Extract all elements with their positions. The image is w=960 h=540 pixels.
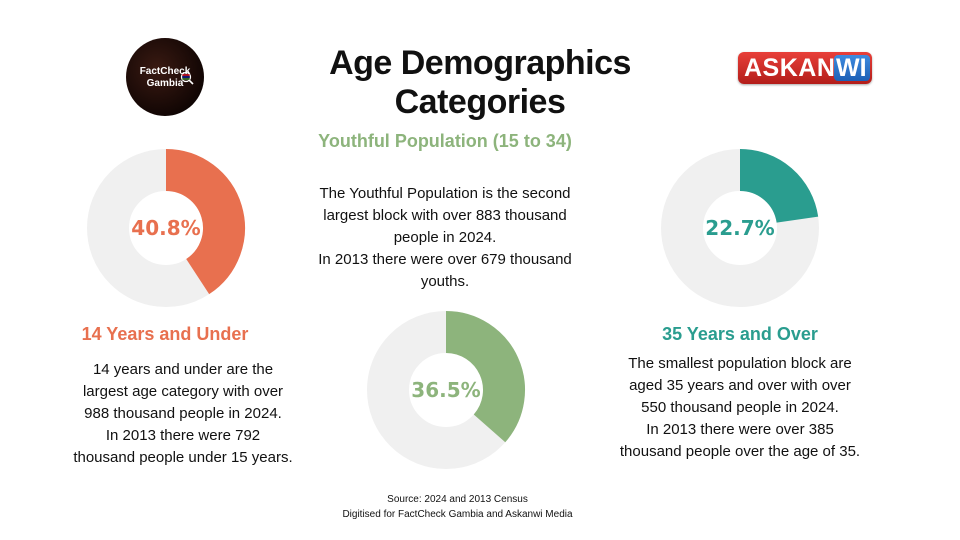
desc-line: 988 thousand people in 2024. [84,405,282,422]
donut-value-label: 22.7% [705,216,774,240]
desc-line: The Youthful Population is the second [319,185,571,202]
logo-wi-box [834,55,870,81]
page-title: Age Demographics Categories [329,44,631,121]
donut-chart-over35: 22.7% [661,149,819,307]
logo-text-line1: FactCheck [139,66,191,77]
youth-heading: Youthful Population (15 to 34) [318,131,572,151]
donut-chart-youth: 36.5% [367,311,525,469]
factcheck-gambia-logo: FactCheck Gambia [126,38,204,116]
desc-line: In 2013 there were 792 [105,427,261,444]
desc-line: largest age category with over [82,383,284,400]
under14-description: 14 years and under are the largest age c… [48,359,318,469]
donut-value-label: 40.8% [131,216,200,240]
magnifier-icon [180,71,194,85]
donut-chart-under14: 40.8% [87,149,245,307]
donut-slice [165,149,245,295]
desc-line: The smallest population block are [628,355,852,372]
youth-description: The Youthful Population is the second la… [300,183,590,293]
logo-askan-text: ASKAN [744,54,836,82]
desc-line: largest block with over 883 thousand [323,207,567,224]
logo-wi-text: WI [836,54,867,82]
desc-line: youths. [420,273,470,290]
under14-heading: 14 Years and Under [81,324,249,344]
source-note: Source: 2024 and 2013 Census Digitised f… [300,492,615,522]
donut-value-label: 36.5% [411,378,480,402]
desc-line: thousand people over the age of 35. [619,443,861,460]
source-line: Source: 2024 and 2013 Census [387,494,528,505]
donut-slice [444,311,525,443]
over35-description: The smallest population block are aged 3… [595,353,885,463]
desc-line: 14 years and under are the [92,361,274,378]
askanwi-logo: ASKAN WI [738,52,872,84]
logo-text-line2: Gambia [146,78,184,89]
source-line: Digitised for FactCheck Gambia and Askan… [342,509,573,520]
donut-slice [738,149,819,224]
desc-line: thousand people under 15 years. [73,449,293,466]
desc-line: In 2013 there were over 679 thousand [318,251,572,268]
desc-line: people in 2024. [393,229,497,246]
over35-heading: 35 Years and Over [662,324,818,344]
desc-line: In 2013 there were over 385 [646,421,834,438]
desc-line: 550 thousand people in 2024. [641,399,839,416]
desc-line: aged 35 years and over with over [629,377,851,394]
